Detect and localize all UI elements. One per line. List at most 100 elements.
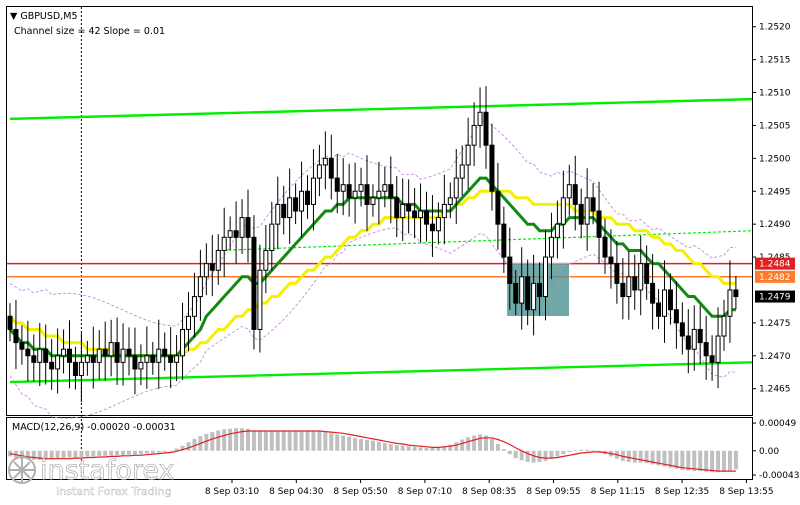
candle[interactable] [667, 273, 673, 325]
candle[interactable] [37, 322, 43, 387]
candle[interactable] [620, 258, 626, 320]
candle[interactable] [55, 328, 61, 394]
candle[interactable] [578, 188, 584, 239]
candle[interactable] [424, 191, 429, 242]
candle[interactable] [132, 327, 138, 395]
candle[interactable] [560, 170, 566, 249]
candle[interactable] [168, 327, 174, 389]
candle[interactable] [358, 167, 364, 207]
price-pane[interactable] [7, 86, 753, 419]
candle[interactable] [269, 201, 275, 271]
candle[interactable] [49, 339, 55, 390]
candle[interactable] [263, 225, 269, 294]
symbol-arrow-icon[interactable]: ▼ [10, 11, 20, 22]
candle[interactable] [489, 123, 495, 211]
candle[interactable] [727, 260, 733, 343]
candle[interactable] [656, 289, 662, 329]
candle[interactable] [602, 218, 608, 275]
candle[interactable] [221, 207, 227, 278]
candle[interactable] [691, 305, 697, 371]
candle[interactable] [626, 251, 632, 320]
candle[interactable] [441, 174, 447, 245]
candle[interactable] [31, 334, 37, 382]
candle[interactable] [275, 176, 281, 250]
candle[interactable] [245, 189, 251, 263]
candle[interactable] [215, 234, 221, 285]
candle[interactable] [453, 149, 459, 224]
candle[interactable] [685, 309, 691, 374]
candle[interactable] [483, 86, 489, 169]
candle[interactable] [644, 245, 650, 300]
candle[interactable] [572, 155, 578, 231]
candle[interactable] [72, 346, 78, 390]
candle[interactable] [316, 144, 322, 197]
candle[interactable] [412, 188, 418, 239]
candle[interactable] [108, 319, 114, 377]
candle[interactable] [697, 305, 703, 365]
candle[interactable] [293, 183, 299, 225]
candle[interactable] [406, 179, 412, 234]
candle[interactable] [418, 183, 424, 243]
candle[interactable] [531, 254, 537, 336]
candle[interactable] [114, 317, 120, 385]
candle[interactable] [352, 162, 358, 224]
channel-upper-line[interactable] [9, 97, 753, 121]
macd-pane[interactable] [8, 428, 738, 473]
candle[interactable] [257, 244, 263, 353]
candle[interactable] [721, 299, 727, 351]
candle[interactable] [281, 185, 287, 235]
candle[interactable] [673, 281, 679, 349]
candle[interactable] [156, 319, 162, 389]
channel-lower-line[interactable] [9, 361, 753, 384]
candle[interactable] [662, 260, 667, 343]
candle[interactable] [471, 102, 477, 167]
candle[interactable] [191, 272, 197, 338]
candle[interactable] [287, 168, 293, 244]
candle[interactable] [150, 341, 156, 375]
candle[interactable] [186, 292, 191, 352]
candle[interactable] [180, 302, 186, 380]
candle[interactable] [126, 327, 132, 376]
candle[interactable] [477, 87, 483, 148]
channel-middle-line[interactable] [218, 230, 753, 252]
candle[interactable] [519, 247, 525, 330]
candle[interactable] [174, 335, 180, 381]
candle[interactable] [209, 234, 215, 297]
candle[interactable] [78, 332, 84, 403]
candle[interactable] [370, 184, 376, 217]
candle[interactable] [596, 181, 602, 264]
candle[interactable] [650, 254, 656, 330]
candle[interactable] [305, 175, 310, 219]
candle[interactable] [715, 307, 721, 389]
candle[interactable] [90, 326, 96, 389]
candle[interactable] [733, 275, 739, 310]
candle[interactable] [310, 149, 316, 231]
candle[interactable] [233, 201, 239, 264]
candle[interactable] [388, 156, 394, 224]
candle[interactable] [203, 243, 209, 296]
candle[interactable] [608, 229, 614, 289]
candle[interactable] [197, 249, 203, 321]
candle[interactable] [96, 330, 102, 380]
candle[interactable] [382, 166, 388, 208]
candle[interactable] [679, 302, 685, 355]
candle[interactable] [548, 212, 554, 280]
candle[interactable] [138, 344, 144, 386]
candle[interactable] [435, 202, 441, 245]
candle[interactable] [162, 332, 168, 371]
candle[interactable] [7, 303, 13, 342]
candle[interactable] [346, 163, 352, 217]
candle[interactable] [703, 315, 709, 380]
candle[interactable] [554, 200, 560, 259]
candle[interactable] [537, 262, 543, 316]
candle[interactable] [120, 323, 126, 386]
candle[interactable] [507, 227, 513, 310]
candle[interactable] [43, 324, 49, 385]
candle[interactable] [447, 182, 453, 219]
candle[interactable] [13, 299, 19, 370]
candle[interactable] [584, 168, 590, 251]
candle[interactable] [459, 145, 465, 196]
candle[interactable] [376, 161, 382, 225]
candle[interactable] [340, 158, 346, 216]
